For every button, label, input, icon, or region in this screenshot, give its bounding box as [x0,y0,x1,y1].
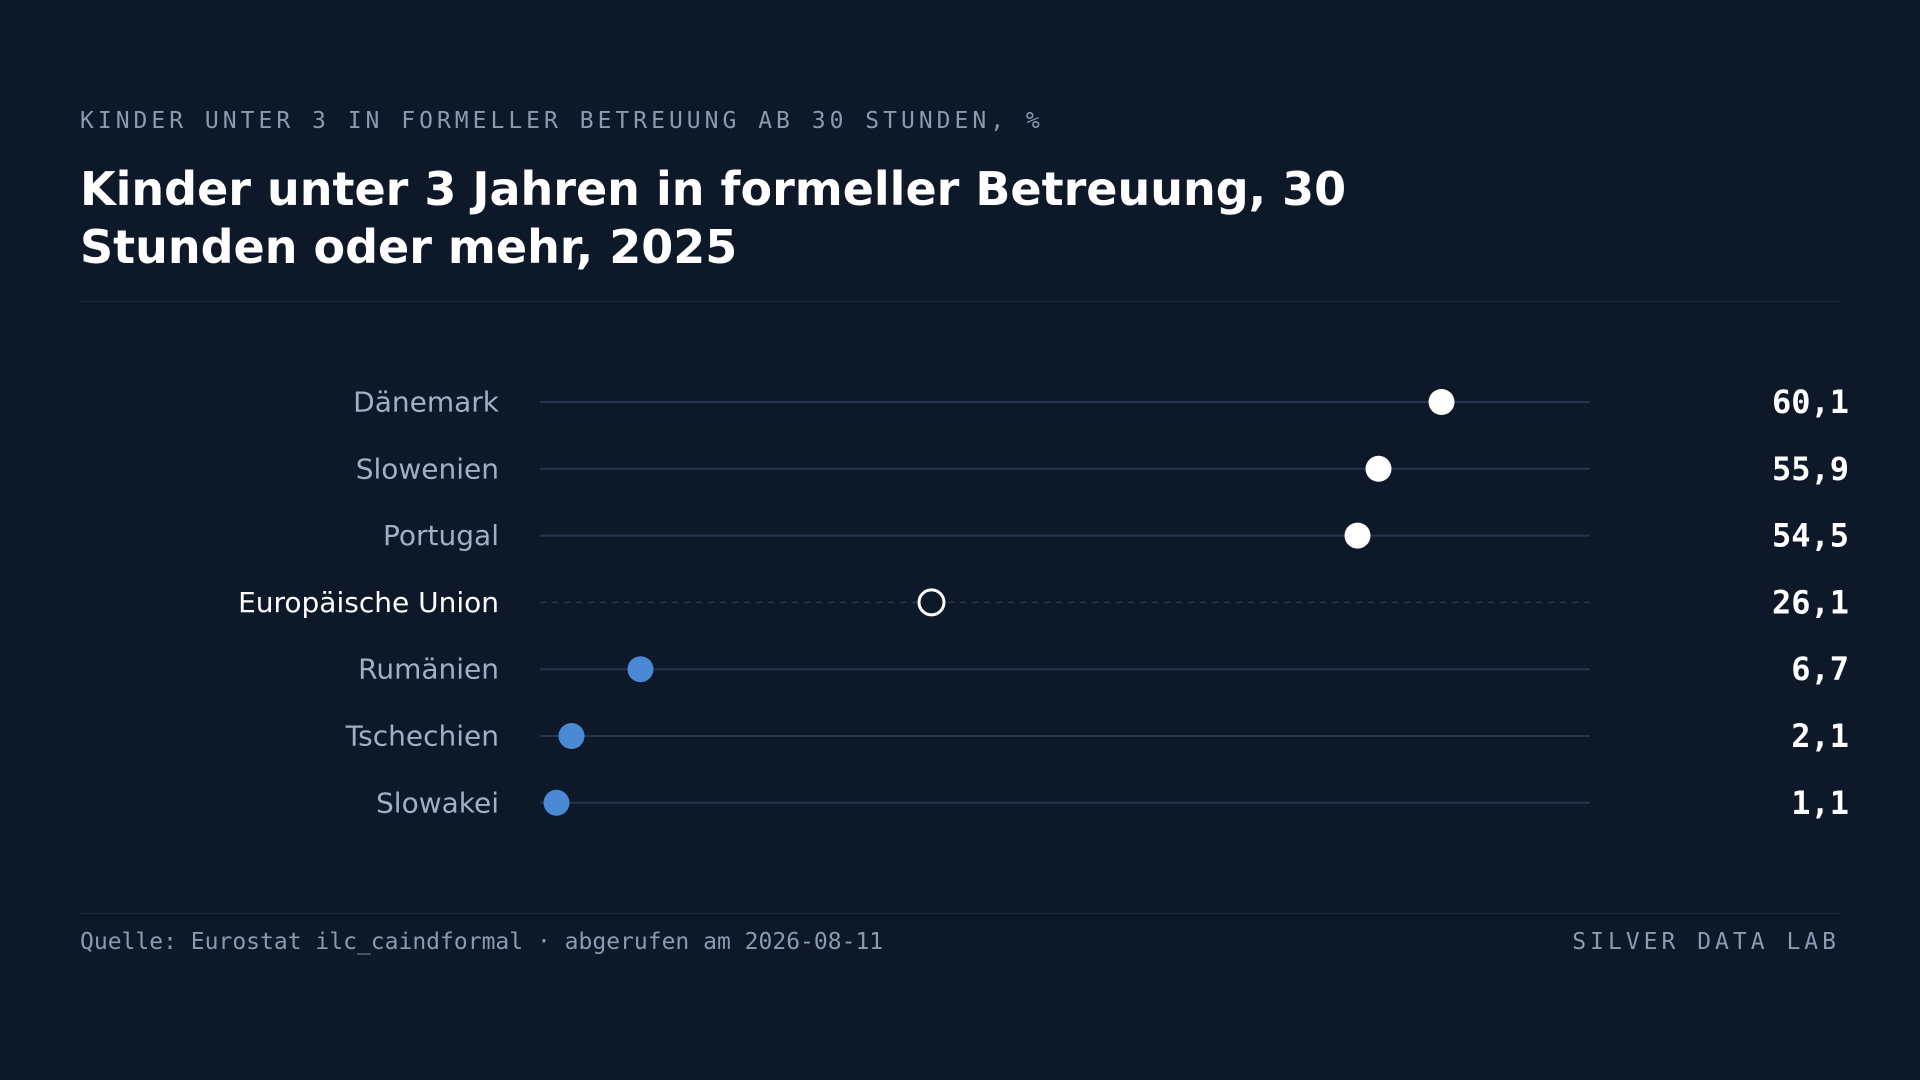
value-label: 6,7 [1791,650,1849,688]
dot-chart: Dänemark 60,1 Slowenien 55,9 Portugal 54,5 Eur… [238,383,1849,822]
data-dot [558,723,585,749]
footer-divider [80,913,1840,914]
data-dot [1365,455,1392,482]
category-label: Slowenien [356,452,499,485]
source-note: Quelle: Eurostat ilc_caindformal · abger… [80,929,884,955]
data-dot [627,656,654,683]
data-dot [1428,389,1455,415]
header-divider [80,301,1840,302]
brand-label: SILVER DATA LAB [1572,929,1840,955]
category-label: Slowakei [376,786,499,819]
value-label: 1,1 [1791,784,1849,822]
value-label: 54,5 [1772,517,1849,555]
data-dot [1344,522,1371,549]
category-label: Europäische Union [238,586,499,619]
value-label: 2,1 [1791,717,1849,755]
category-label: Dänemark [353,386,500,419]
chart-title: Kinder unter 3 Jahren in formeller Betre… [80,162,1347,274]
value-label: 60,1 [1772,383,1849,421]
data-dot [543,789,570,816]
value-label: 26,1 [1772,583,1849,621]
category-label: Portugal [383,519,499,552]
reference-dot [917,588,946,617]
chart-kicker: KINDER UNTER 3 IN FORMELLER BETREUUNG AB… [80,108,1044,134]
category-label: Tschechien [345,720,499,753]
value-label: 55,9 [1772,450,1849,488]
category-label: Rumänien [358,653,499,686]
